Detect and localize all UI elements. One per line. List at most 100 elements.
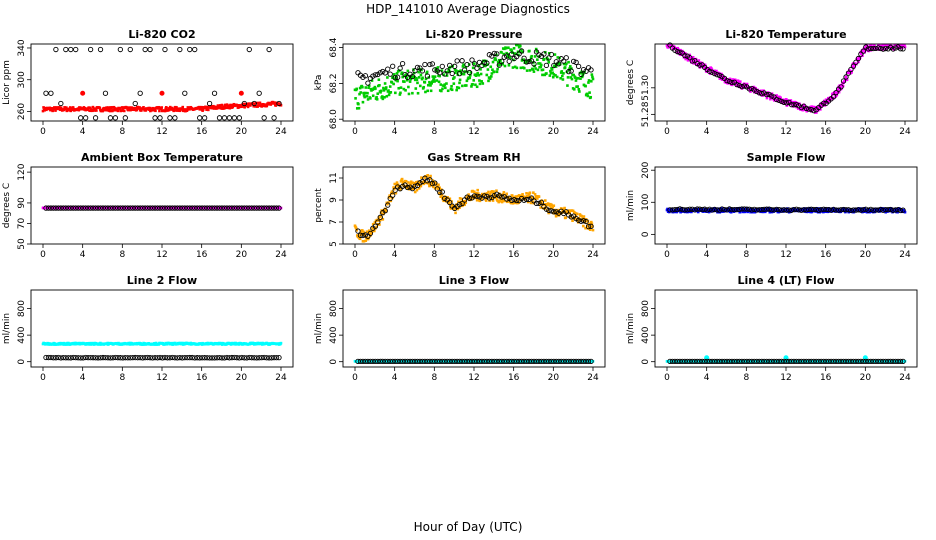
data-circle bbox=[157, 115, 163, 121]
data-point bbox=[440, 69, 444, 72]
data-circle bbox=[699, 358, 705, 365]
data-point bbox=[395, 72, 399, 75]
data-point bbox=[833, 91, 837, 94]
data-circle bbox=[526, 358, 532, 365]
data-point bbox=[436, 66, 440, 69]
data-point bbox=[498, 199, 502, 203]
data-circle bbox=[538, 358, 545, 365]
data-circle bbox=[422, 358, 428, 365]
data-point bbox=[491, 199, 495, 202]
data-circle bbox=[419, 178, 426, 185]
chart-title: Ambient Box Temperature bbox=[81, 151, 243, 164]
data-circle bbox=[357, 232, 364, 238]
data-point bbox=[457, 200, 461, 204]
data-circle bbox=[256, 205, 262, 211]
data-point bbox=[802, 103, 806, 107]
data-point bbox=[419, 84, 422, 88]
data-circle bbox=[513, 358, 520, 365]
data-circle bbox=[187, 205, 193, 211]
data-point bbox=[491, 60, 495, 64]
data-circle bbox=[821, 358, 827, 365]
data-circle bbox=[102, 354, 109, 361]
data-circle bbox=[419, 358, 426, 365]
data-point bbox=[381, 97, 385, 101]
data-point bbox=[572, 88, 576, 91]
y-axis-label: Licor ppm bbox=[2, 60, 12, 105]
data-point bbox=[448, 70, 452, 73]
data-circle bbox=[147, 355, 153, 361]
data-circle bbox=[746, 206, 752, 212]
data-point bbox=[446, 89, 450, 93]
data-circle bbox=[541, 51, 547, 57]
data-point bbox=[738, 80, 742, 83]
data-point bbox=[379, 89, 383, 93]
data-circle bbox=[206, 205, 213, 211]
data-circle bbox=[764, 358, 770, 365]
data-point bbox=[500, 200, 504, 204]
x-tick-label: 12 bbox=[780, 373, 791, 383]
data-circle bbox=[100, 205, 106, 211]
data-point bbox=[170, 341, 174, 345]
data-point bbox=[534, 195, 538, 198]
x-tick-label: 16 bbox=[508, 127, 520, 137]
data-point bbox=[863, 51, 866, 54]
data-point bbox=[679, 210, 682, 214]
data-point bbox=[358, 237, 362, 241]
data-point bbox=[561, 74, 564, 78]
data-circle bbox=[551, 62, 557, 69]
data-point bbox=[704, 207, 707, 211]
data-circle bbox=[773, 358, 780, 365]
data-circle bbox=[823, 206, 829, 213]
data-point bbox=[810, 105, 814, 108]
data-point bbox=[151, 106, 154, 110]
data-circle bbox=[60, 354, 66, 361]
data-point bbox=[765, 96, 769, 100]
data-circle bbox=[667, 42, 673, 48]
data-point bbox=[426, 89, 430, 93]
x-tick-label: 20 bbox=[860, 373, 872, 383]
x-tick-label: 12 bbox=[468, 250, 479, 260]
x-tick-label: 16 bbox=[508, 250, 520, 260]
data-point bbox=[413, 78, 417, 82]
data-circle bbox=[362, 358, 369, 365]
data-circle bbox=[865, 358, 871, 365]
data-point bbox=[495, 189, 498, 193]
data-circle bbox=[833, 207, 839, 213]
data-point bbox=[855, 57, 859, 61]
data-point bbox=[547, 60, 550, 64]
data-point bbox=[401, 180, 405, 184]
data-circle bbox=[92, 115, 99, 121]
y-tick-label: 120 bbox=[17, 163, 27, 180]
data-circle bbox=[439, 63, 445, 70]
data-circle bbox=[82, 354, 89, 361]
data-point bbox=[528, 49, 531, 53]
data-circle bbox=[744, 358, 750, 365]
data-point bbox=[397, 86, 401, 90]
data-circle bbox=[741, 358, 747, 365]
data-point bbox=[107, 106, 110, 109]
data-circle bbox=[511, 358, 517, 365]
data-circle bbox=[85, 205, 91, 211]
data-point bbox=[717, 209, 720, 212]
data-circle bbox=[162, 205, 168, 211]
data-point bbox=[565, 62, 568, 65]
data-circle bbox=[149, 205, 156, 211]
data-circle bbox=[110, 205, 116, 211]
data-circle bbox=[182, 205, 188, 211]
data-circle bbox=[63, 46, 69, 53]
data-point bbox=[418, 67, 422, 71]
data-point bbox=[378, 83, 381, 87]
data-point bbox=[528, 191, 532, 195]
data-point bbox=[587, 81, 590, 84]
data-point bbox=[510, 49, 514, 53]
data-point bbox=[404, 73, 408, 76]
data-point bbox=[395, 181, 399, 184]
data-point bbox=[433, 75, 437, 78]
data-circle bbox=[474, 65, 480, 71]
data-point bbox=[458, 81, 461, 85]
chart-title: Gas Stream RH bbox=[427, 151, 520, 164]
y-axis-label: percent bbox=[314, 188, 324, 223]
data-circle bbox=[219, 205, 225, 211]
data-circle bbox=[234, 355, 240, 361]
data-point bbox=[479, 72, 483, 76]
